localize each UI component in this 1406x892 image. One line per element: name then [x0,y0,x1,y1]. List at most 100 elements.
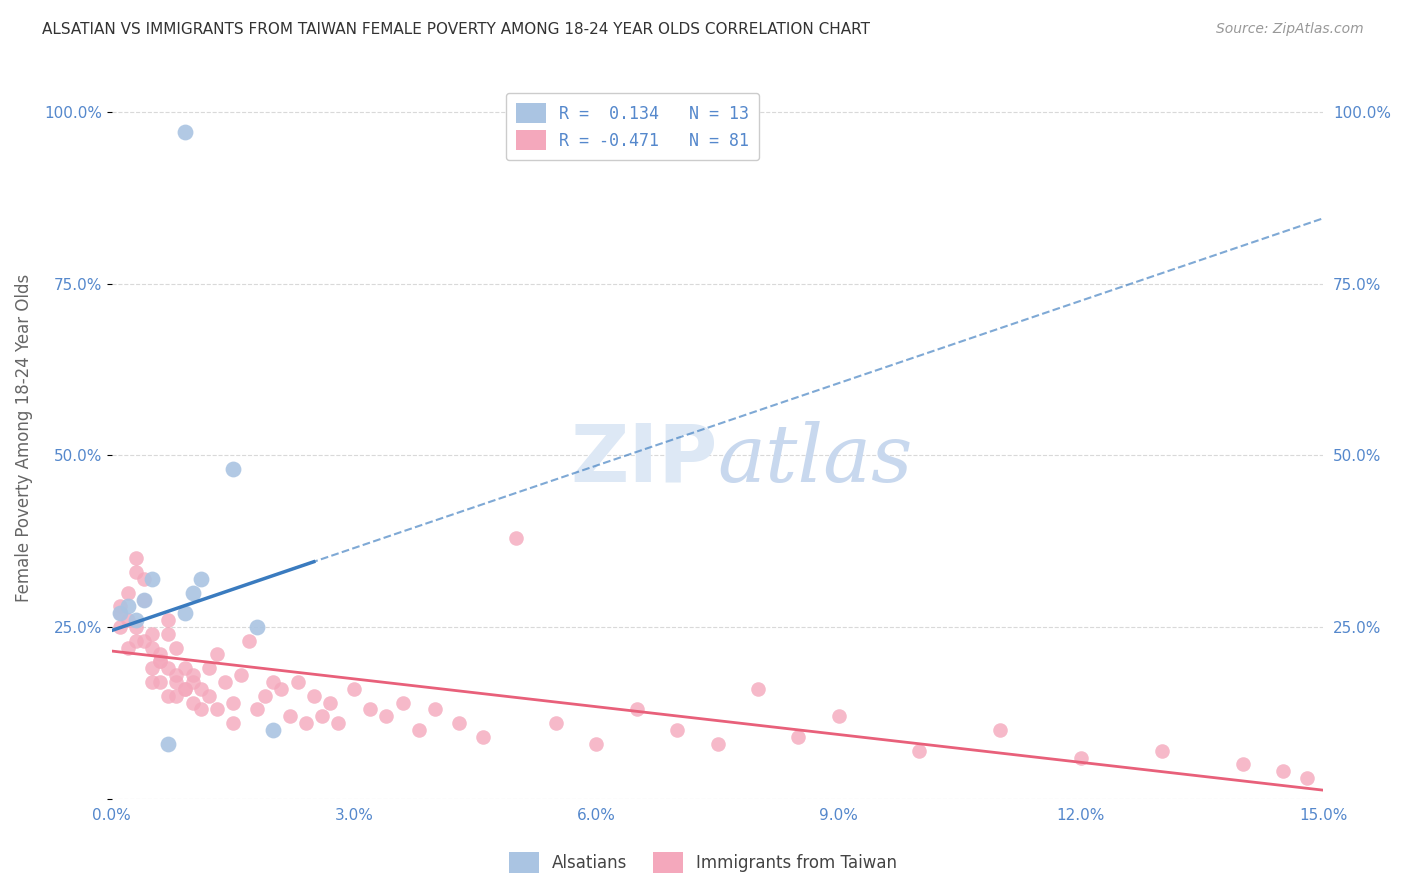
Point [125,551,148,566]
Point [117,599,139,614]
Point [134,633,156,648]
Point [149,654,172,668]
Point [1150,744,1173,758]
Point [141,572,163,586]
Point [828,709,851,723]
Point [449,716,471,731]
Text: ALSATIAN VS IMMIGRANTS FROM TAIWAN FEMALE POVERTY AMONG 18-24 YEAR OLDS CORRELAT: ALSATIAN VS IMMIGRANTS FROM TAIWAN FEMAL… [42,22,870,37]
Point [1296,771,1319,785]
Point [134,592,156,607]
Point [988,723,1011,737]
Point [222,716,245,731]
Point [585,737,607,751]
Point [666,723,689,737]
Point [173,681,195,696]
Point [270,681,292,696]
Point [190,572,212,586]
Point [205,648,228,662]
Point [205,702,228,716]
Point [262,675,284,690]
Point [319,696,342,710]
Point [117,640,139,655]
Text: ZIP: ZIP [571,421,717,499]
Point [294,716,316,731]
Point [157,613,180,627]
Point [626,702,648,716]
Point [214,675,236,690]
Point [173,125,195,139]
Point [141,640,163,655]
Point [1070,750,1092,764]
Point [311,709,333,723]
Point [238,633,260,648]
Point [173,661,195,675]
Point [157,627,180,641]
Point [141,675,163,690]
Point [117,613,139,627]
Point [190,702,212,716]
Point [408,723,430,737]
Point [197,661,219,675]
Point [108,599,131,614]
Point [173,681,195,696]
Point [190,681,212,696]
Point [157,737,180,751]
Point [165,640,187,655]
Point [1271,764,1294,779]
Point [149,675,172,690]
Point [505,531,527,545]
Point [278,709,301,723]
Point [141,661,163,675]
Point [254,689,277,703]
Point [326,716,349,731]
Point [472,730,495,744]
Point [222,696,245,710]
Point [141,627,163,641]
Point [229,668,252,682]
Point [544,716,567,731]
Point [246,702,269,716]
Point [222,462,245,476]
Point [165,668,187,682]
Point [181,696,204,710]
Point [108,607,131,621]
Point [302,689,325,703]
Text: atlas: atlas [717,421,912,499]
Point [375,709,398,723]
Point [246,620,269,634]
Point [747,681,769,696]
Point [165,675,187,690]
Y-axis label: Female Poverty Among 18-24 Year Olds: Female Poverty Among 18-24 Year Olds [15,274,32,602]
Point [423,702,446,716]
Point [165,689,187,703]
Point [181,585,204,599]
Point [359,702,381,716]
Point [262,723,284,737]
Point [181,668,204,682]
Legend: R =  0.134   N = 13, R = -0.471   N = 81: R = 0.134 N = 13, R = -0.471 N = 81 [506,93,759,161]
Point [125,633,148,648]
Point [149,648,172,662]
Point [908,744,931,758]
Point [117,585,139,599]
Point [134,592,156,607]
Point [343,681,366,696]
Point [706,737,728,751]
Text: Source: ZipAtlas.com: Source: ZipAtlas.com [1216,22,1364,37]
Point [134,572,156,586]
Point [287,675,309,690]
Point [149,654,172,668]
Point [391,696,413,710]
Point [108,607,131,621]
Point [108,620,131,634]
Point [197,689,219,703]
Point [787,730,810,744]
Point [125,565,148,579]
Point [125,613,148,627]
Point [125,620,148,634]
Point [173,607,195,621]
Point [157,661,180,675]
Point [157,689,180,703]
Point [1232,757,1254,772]
Point [181,675,204,690]
